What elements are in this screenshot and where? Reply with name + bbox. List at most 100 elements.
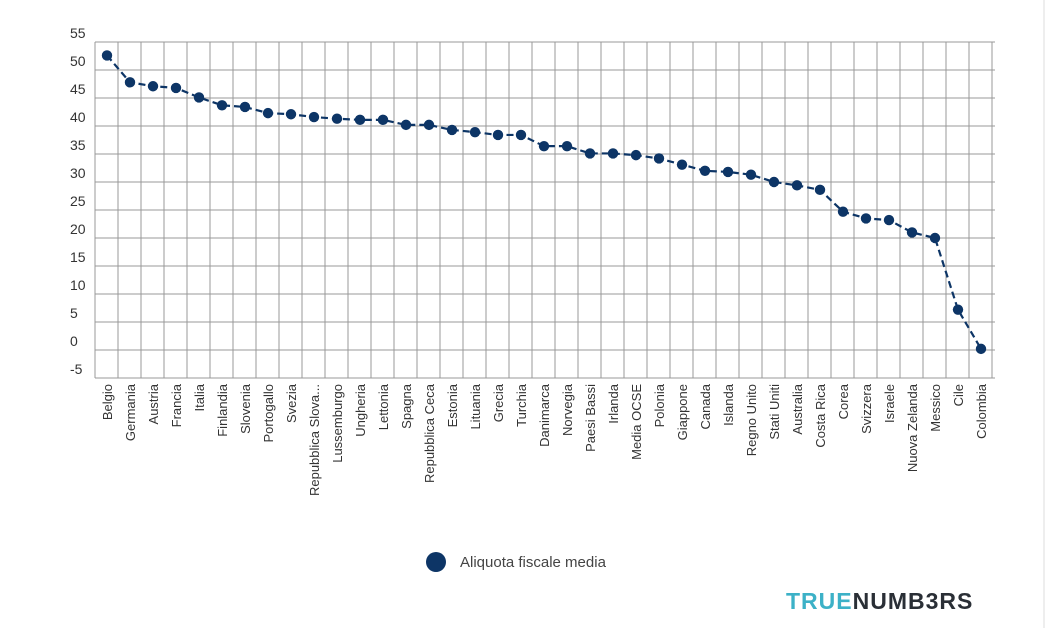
data-point bbox=[653, 153, 665, 164]
data-point bbox=[837, 206, 849, 217]
data-point bbox=[239, 101, 251, 113]
data-point bbox=[630, 149, 642, 161]
x-tick-label: Danimarca bbox=[537, 383, 552, 447]
y-tick-label: 25 bbox=[70, 193, 86, 209]
x-tick-label: Estonia bbox=[445, 383, 460, 427]
y-tick-label: 50 bbox=[70, 53, 86, 69]
x-tick-label: Paesi Bassi bbox=[583, 384, 598, 452]
x-tick-label: Giappone bbox=[675, 384, 690, 440]
x-tick-label: Cile bbox=[951, 384, 966, 406]
x-tick-label: Islanda bbox=[721, 383, 736, 426]
data-point bbox=[745, 169, 757, 180]
legend-marker bbox=[426, 552, 446, 572]
data-point bbox=[124, 77, 136, 88]
data-point bbox=[814, 184, 826, 196]
data-point bbox=[952, 304, 964, 315]
data-point bbox=[377, 114, 389, 126]
x-tick-label: Lettonia bbox=[376, 383, 391, 430]
x-tick-label: Italia bbox=[192, 383, 207, 411]
y-tick-label: 35 bbox=[70, 137, 86, 153]
x-tick-label: Nuova Zelanda bbox=[905, 383, 920, 472]
data-point bbox=[515, 129, 527, 141]
data-point bbox=[354, 114, 366, 126]
x-tick-label: Australia bbox=[790, 383, 805, 434]
data-point bbox=[331, 113, 343, 124]
x-tick-label: Germania bbox=[123, 383, 138, 441]
y-tick-label: 20 bbox=[70, 221, 86, 237]
x-tick-label: Canada bbox=[698, 383, 713, 429]
data-point bbox=[216, 100, 228, 111]
x-tick-label: Francia bbox=[169, 383, 184, 427]
data-point bbox=[423, 119, 435, 131]
x-axis-ticks: Belgio Germania Austria Francia Italia Finlan… bbox=[100, 383, 989, 496]
data-point bbox=[308, 111, 320, 123]
data-point bbox=[492, 129, 504, 141]
x-tick-label: Grecia bbox=[491, 383, 506, 422]
data-point bbox=[262, 107, 274, 119]
data-point bbox=[791, 180, 803, 191]
y-tick-label: 45 bbox=[70, 81, 86, 97]
x-tick-label: Messico bbox=[928, 384, 943, 432]
data-point bbox=[446, 124, 458, 136]
series-aliquota bbox=[101, 50, 987, 355]
x-tick-label: Svizzera bbox=[859, 383, 874, 434]
x-tick-label: Finlandia bbox=[215, 383, 230, 437]
data-point bbox=[285, 109, 297, 120]
data-point bbox=[883, 214, 895, 226]
y-tick-label: -5 bbox=[70, 361, 83, 377]
y-tick-label: 0 bbox=[70, 333, 78, 349]
data-point bbox=[584, 148, 596, 159]
x-tick-label: Corea bbox=[836, 383, 851, 419]
x-tick-label: Polonia bbox=[652, 383, 667, 427]
data-point bbox=[975, 343, 987, 355]
x-tick-label: Repubblica Slova... bbox=[307, 384, 322, 496]
data-point bbox=[400, 119, 412, 131]
x-tick-label: Media OCSE bbox=[629, 384, 644, 460]
data-point bbox=[906, 227, 918, 238]
data-point bbox=[469, 126, 481, 138]
data-point bbox=[101, 50, 113, 61]
data-point bbox=[676, 159, 688, 170]
data-point bbox=[193, 92, 205, 103]
x-tick-label: Lussemburgo bbox=[330, 384, 345, 463]
y-tick-label: 10 bbox=[70, 277, 86, 293]
x-tick-label: Slovenia bbox=[238, 383, 253, 434]
data-point bbox=[561, 140, 573, 152]
x-tick-label: Belgio bbox=[100, 384, 115, 420]
series-line bbox=[106, 54, 982, 350]
x-tick-label: Colombia bbox=[974, 383, 989, 439]
data-point bbox=[768, 176, 780, 188]
x-tick-label: Costa Rica bbox=[813, 383, 828, 447]
data-point bbox=[607, 148, 619, 159]
x-tick-label: Turchia bbox=[514, 383, 529, 427]
x-tick-label: Portogallo bbox=[261, 384, 276, 443]
x-tick-label: Lituania bbox=[468, 383, 483, 429]
x-tick-label: Stati Uniti bbox=[767, 384, 782, 440]
x-tick-label: Repubblica Ceca bbox=[422, 383, 437, 483]
data-point bbox=[170, 82, 182, 94]
x-tick-label: Irlanda bbox=[606, 383, 621, 424]
data-point bbox=[929, 232, 941, 244]
data-point bbox=[538, 140, 550, 152]
x-tick-label: Austria bbox=[146, 383, 161, 424]
x-tick-label: Ungheria bbox=[353, 383, 368, 437]
right-border bbox=[1043, 0, 1045, 628]
y-tick-label: 5 bbox=[70, 305, 78, 321]
y-tick-label: 55 bbox=[70, 25, 86, 41]
brand-part2: NUMB3RS bbox=[852, 588, 974, 614]
brand-logo: TRUENUMB3RS bbox=[786, 588, 973, 615]
x-tick-label: Israele bbox=[882, 384, 897, 423]
data-point bbox=[147, 81, 159, 92]
x-tick-label: Svezia bbox=[284, 383, 299, 423]
legend-label: Aliquota fiscale media bbox=[460, 553, 606, 571]
x-tick-label: Norvegia bbox=[560, 383, 575, 436]
data-point bbox=[699, 165, 711, 176]
brand-part1: TRUE bbox=[786, 588, 853, 614]
data-point bbox=[722, 166, 734, 178]
y-tick-label: 40 bbox=[70, 109, 86, 125]
y-tick-label: 30 bbox=[70, 165, 86, 181]
legend: Aliquota fiscale media bbox=[426, 552, 606, 572]
grid-lines bbox=[94, 41, 995, 379]
